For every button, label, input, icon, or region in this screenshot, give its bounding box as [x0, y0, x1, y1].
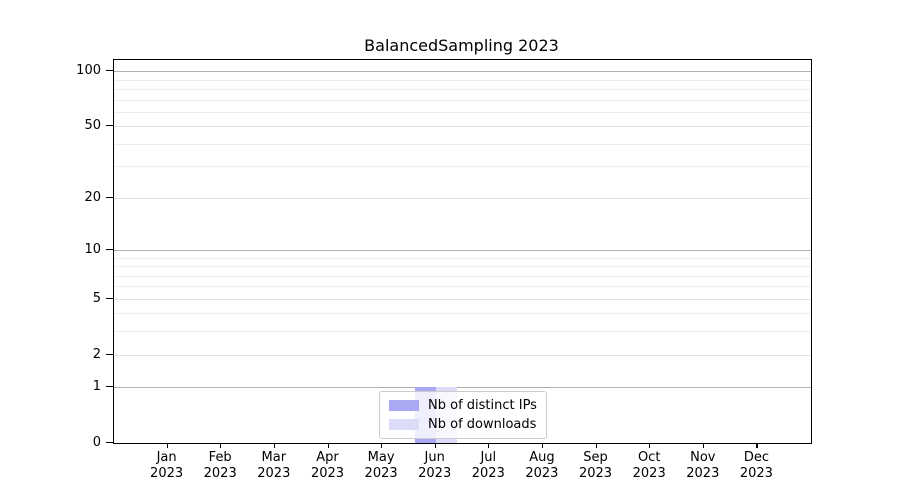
x-tick-label: Mar 2023 [257, 450, 291, 481]
gridline [114, 126, 811, 128]
legend: Nb of distinct IPs Nb of downloads [379, 391, 547, 439]
gridline [114, 249, 811, 251]
x-tick-mark [541, 443, 544, 448]
x-tick-label: Sep 2023 [578, 450, 613, 481]
x-tick-mark [649, 443, 651, 448]
y-tick-label: 1 [92, 379, 101, 395]
chart-title: BalancedSampling 2023 [364, 36, 559, 55]
x-tick-label: Nov 2023 [686, 450, 720, 481]
x-tick-label: Jun 2023 [418, 450, 452, 481]
legend-label: Nb of distinct IPs [428, 398, 537, 413]
x-tick-mark [220, 443, 222, 448]
x-tick-label: Aug 2023 [525, 450, 559, 481]
y-tick-mark [106, 196, 113, 198]
gridline [114, 71, 811, 73]
plot-area [113, 59, 812, 444]
gridline [114, 99, 811, 101]
gridline [114, 79, 811, 81]
legend-row: Nb of downloads [389, 417, 537, 432]
x-tick-label: Apr 2023 [310, 450, 345, 481]
gridline [114, 313, 811, 315]
gridline [114, 331, 811, 333]
legend-swatch [389, 400, 419, 411]
y-tick-mark [106, 442, 113, 444]
x-tick-label: Jan 2023 [150, 450, 184, 481]
x-tick-label: Oct 2023 [632, 450, 666, 481]
x-tick-mark [488, 443, 490, 448]
x-tick-mark [595, 443, 597, 448]
gridline [114, 143, 811, 145]
gridline [114, 298, 811, 300]
y-tick-mark [106, 125, 113, 127]
legend-label: Nb of downloads [428, 417, 537, 432]
x-tick-mark [434, 443, 436, 448]
legend-swatch [389, 419, 419, 430]
y-tick-label: 5 [92, 290, 101, 306]
y-tick-mark [106, 70, 113, 72]
y-tick-mark [106, 297, 113, 299]
x-tick-mark [166, 443, 168, 448]
x-tick-label: May 2023 [364, 450, 398, 481]
x-tick-label: Jul 2023 [471, 450, 505, 481]
gridline [114, 197, 811, 199]
y-tick-mark [106, 386, 113, 388]
x-tick-mark [273, 443, 275, 448]
gridline [114, 111, 811, 113]
gridline [114, 286, 811, 288]
y-tick-mark [106, 353, 113, 355]
gridline [114, 88, 811, 90]
gridline [114, 166, 811, 168]
gridline [114, 266, 811, 267]
y-tick-label: 2 [92, 346, 101, 362]
gridline [114, 354, 811, 356]
y-tick-label: 50 [84, 118, 101, 134]
gridline [114, 257, 811, 259]
x-tick-label: Feb 2023 [203, 450, 237, 481]
gridline [114, 387, 811, 389]
y-tick-label: 20 [84, 189, 101, 205]
gridline [114, 275, 811, 277]
y-tick-mark [106, 248, 113, 250]
y-tick-label: 10 [84, 241, 101, 257]
legend-row: Nb of distinct IPs [389, 398, 537, 413]
y-tick-label: 100 [76, 63, 101, 79]
y-tick-label: 0 [92, 435, 101, 450]
x-tick-mark [702, 443, 704, 448]
x-tick-mark [327, 443, 329, 448]
x-tick-mark [381, 443, 383, 448]
x-tick-label: Dec 2023 [739, 450, 773, 481]
x-tick-mark [756, 443, 758, 448]
